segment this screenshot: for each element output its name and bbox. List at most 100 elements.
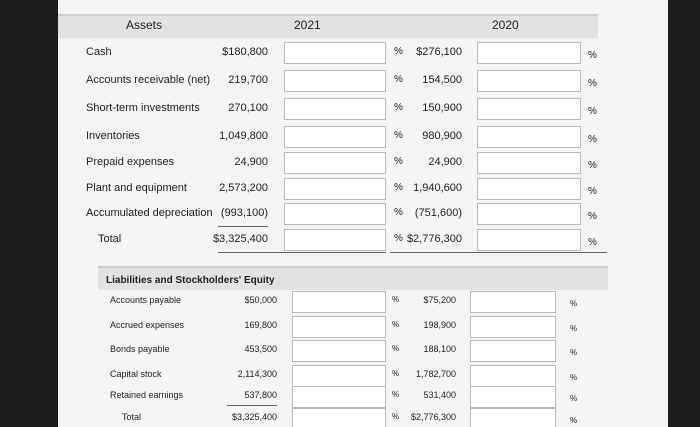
input-2020[interactable]	[477, 126, 581, 148]
value-2021: 2,114,300	[237, 369, 277, 379]
percent-2020: %	[570, 348, 578, 357]
percent-2020: %	[588, 211, 597, 222]
percent-2021: %	[392, 320, 400, 329]
value-2020: 24,900	[428, 156, 462, 168]
row-label: Accumulated depreciation	[86, 207, 213, 219]
input-2020[interactable]	[477, 42, 581, 64]
percent-2021: %	[392, 390, 400, 399]
value-2020: $2,776,300	[410, 412, 456, 422]
input-2020[interactable]	[470, 316, 556, 338]
percent-2020: %	[570, 324, 578, 333]
row-label: Prepaid expenses	[86, 156, 175, 168]
total-rule	[218, 226, 268, 227]
value-2021: $180,800	[222, 46, 268, 58]
percent-2020: %	[570, 373, 578, 382]
row-label: Total	[122, 412, 142, 422]
row-label: Plant and equipment	[86, 182, 187, 194]
percent-2020: %	[588, 186, 597, 197]
liabilities-header-bar	[98, 266, 608, 290]
input-2021[interactable]	[292, 316, 386, 338]
input-2021[interactable]	[284, 42, 386, 64]
total-rule	[227, 405, 277, 406]
percent-2021: %	[394, 102, 403, 113]
value-2021: 169,800	[244, 320, 277, 330]
value-2020: 1,782,700	[415, 369, 456, 379]
row-label: Retained earnings	[110, 390, 184, 400]
percent-2021: %	[394, 46, 403, 57]
input-2021[interactable]	[284, 98, 386, 120]
input-2021[interactable]	[292, 365, 386, 387]
value-2021: $50,000	[244, 295, 277, 305]
percent-2021: %	[394, 156, 403, 167]
total-rule	[390, 252, 607, 253]
input-2021[interactable]	[284, 126, 386, 148]
row-label: Accrued expenses	[110, 320, 185, 330]
percent-2020: %	[588, 50, 597, 61]
input-2020[interactable]	[470, 365, 556, 387]
row-label: Short-term investments	[86, 102, 200, 114]
input-2020[interactable]	[477, 229, 581, 251]
input-2020[interactable]	[470, 386, 556, 408]
value-2020: (751,600)	[414, 207, 462, 219]
value-2021: 453,500	[244, 344, 277, 354]
value-2021: 219,700	[228, 74, 268, 86]
percent-2021: %	[392, 344, 400, 353]
value-2020: $2,776,300	[406, 233, 462, 245]
screen: Assets 2021 2020 Liabilities and Stockho…	[58, 0, 668, 427]
percent-2021: %	[394, 74, 403, 85]
row-label: Accounts payable	[110, 295, 182, 305]
input-2021[interactable]	[284, 203, 386, 225]
value-2020: 188,100	[423, 344, 456, 354]
input-2020[interactable]	[477, 98, 581, 120]
value-2021: 1,049,800	[219, 130, 268, 142]
row-label: Inventories	[86, 130, 140, 142]
value-2021: 24,900	[234, 156, 268, 168]
input-2021[interactable]	[284, 152, 386, 174]
percent-2020: %	[588, 237, 597, 248]
input-2020[interactable]	[477, 178, 581, 200]
row-label: Cash	[86, 46, 112, 58]
value-2020: $276,100	[416, 46, 462, 58]
input-2020[interactable]	[470, 340, 556, 362]
percent-2021: %	[394, 182, 403, 193]
row-label: Capital stock	[110, 369, 162, 379]
value-2021: $3,325,400	[212, 233, 268, 245]
input-2021[interactable]	[284, 229, 386, 251]
percent-2020: %	[588, 134, 597, 145]
percent-2020: %	[588, 106, 597, 117]
percent-2020: %	[588, 78, 597, 89]
liabilities-title: Liabilities and Stockholders' Equity	[106, 275, 275, 286]
input-2020[interactable]	[470, 408, 556, 427]
percent-2021: %	[392, 412, 400, 421]
value-2021: 537,800	[244, 390, 277, 400]
input-2020[interactable]	[477, 152, 581, 174]
year-2020: 2020	[492, 18, 519, 32]
input-2021[interactable]	[284, 70, 386, 92]
input-2021[interactable]	[292, 408, 386, 427]
input-2020[interactable]	[470, 291, 556, 313]
input-2021[interactable]	[292, 386, 386, 408]
value-2020: 531,400	[423, 390, 456, 400]
value-2021: 270,100	[228, 102, 268, 114]
percent-2020: %	[570, 299, 578, 308]
year-2021: 2021	[294, 18, 321, 32]
value-2020: 980,900	[422, 130, 462, 142]
input-2020[interactable]	[477, 70, 581, 92]
percent-2021: %	[392, 295, 400, 304]
input-2021[interactable]	[292, 340, 386, 362]
row-label: Accounts receivable (net)	[86, 74, 211, 86]
percent-2020: %	[570, 416, 578, 425]
percent-2021: %	[394, 130, 403, 141]
value-2020: 154,500	[422, 74, 462, 86]
percent-2021: %	[394, 207, 403, 218]
assets-header-bar	[58, 14, 598, 38]
value-2020: 150,900	[422, 102, 462, 114]
input-2021[interactable]	[284, 178, 386, 200]
input-2020[interactable]	[477, 203, 581, 225]
value-2020: 198,900	[423, 320, 456, 330]
value-2021: 2,573,200	[219, 182, 268, 194]
percent-2021: %	[392, 369, 400, 378]
percent-2020: %	[588, 160, 597, 171]
input-2021[interactable]	[292, 291, 386, 313]
